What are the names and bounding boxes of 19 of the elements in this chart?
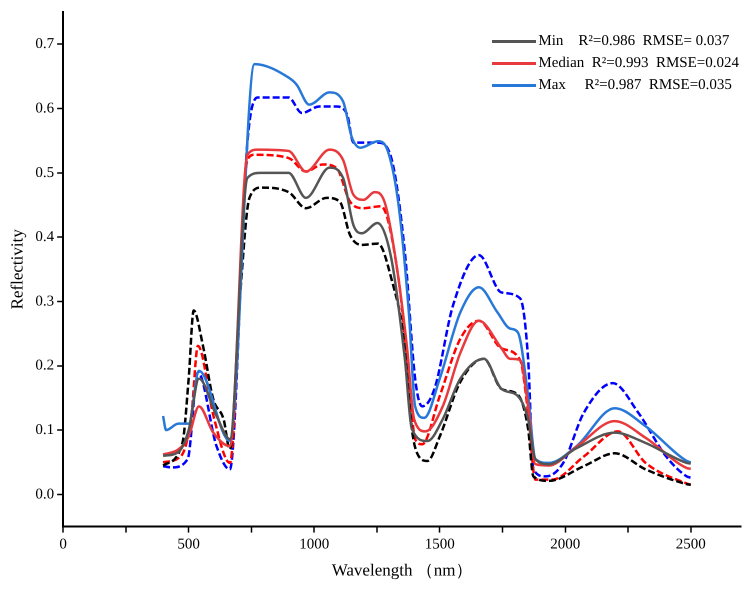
y-tick-label: 0.2: [35, 358, 54, 374]
x-axis-title: Wavelength （nm）: [332, 560, 472, 580]
y-axis-title: Reflectivity: [8, 228, 27, 310]
x-tick-label: 2000: [550, 536, 580, 553]
legend-label: Max R²=0.987 RMSE=0.035: [538, 76, 732, 95]
x-tick-label: 500: [177, 536, 200, 553]
y-tick-label: 0.5: [35, 164, 54, 181]
y-tick-label: 0.3: [35, 293, 54, 310]
legend-label: Min R²=0.986 RMSE= 0.037: [538, 32, 730, 51]
x-tick-label: 0: [59, 536, 67, 553]
x-tick-label: 1500: [424, 536, 455, 553]
x-tick-label: 1000: [299, 536, 330, 553]
legend-label: Median R²=0.993 RMSE=0.024: [538, 54, 739, 73]
x-tick-label: 2500: [676, 536, 706, 553]
y-tick-label: 0.6: [35, 100, 55, 116]
y-tick-label: 0.4: [35, 229, 55, 246]
y-tick-label: 0.0: [35, 486, 54, 502]
y-tick-label: 0.1: [35, 422, 54, 438]
y-tick-label: 0.7: [35, 36, 55, 52]
